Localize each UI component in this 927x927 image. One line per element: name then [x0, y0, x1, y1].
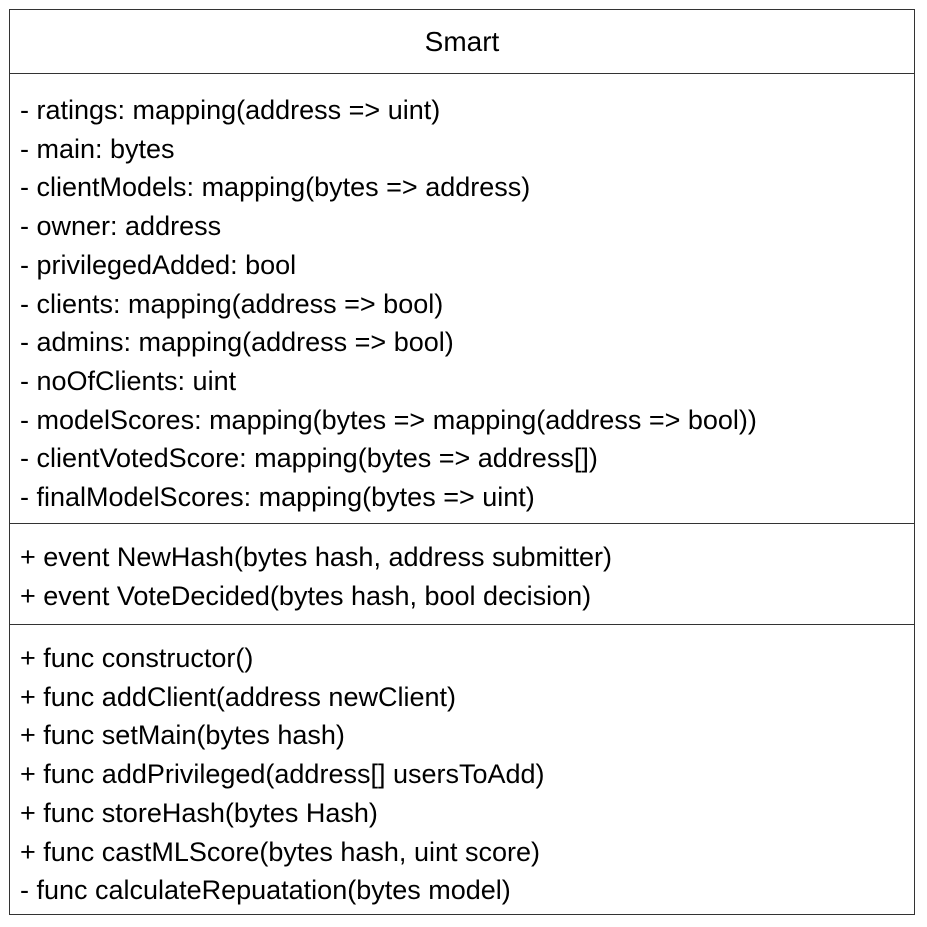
event-vote-decided: + event VoteDecided(bytes hash, bool dec…	[20, 580, 592, 611]
operation-store-hash: + func storeHash(bytes Hash)	[20, 797, 378, 828]
class-name: Smart	[424, 25, 500, 57]
operation-add-privileged: + func addPrivileged(address[] usersToAd…	[20, 759, 545, 790]
attribute-clients: - clients: mapping(address => bool)	[20, 288, 444, 319]
attribute-privileged-added: - privilegedAdded: bool	[20, 249, 297, 280]
attribute-model-scores: - modelScores: mapping(bytes => mapping(…	[20, 404, 757, 435]
attribute-ratings: - ratings: mapping(address => uint)	[20, 95, 441, 125]
operation-add-client: + func addClient(address newClient)	[20, 681, 456, 712]
operations-compartment: + func constructor() + func addClient(ad…	[10, 625, 914, 910]
attribute-client-models: - clientModels: mapping(bytes => address…	[20, 172, 531, 203]
operation-calculate-reputation: - func calculateRepuatation(bytes model)	[20, 875, 511, 906]
attribute-final-model-scores: - finalModelScores: mapping(bytes => uin…	[20, 482, 535, 513]
operation-constructor: + func constructor()	[20, 643, 254, 673]
attribute-main: - main: bytes	[20, 133, 175, 164]
events-compartment: + event NewHash(bytes hash, address subm…	[10, 524, 914, 625]
operation-set-main: + func setMain(bytes hash)	[20, 720, 345, 751]
uml-class-box: Smart - ratings: mapping(address => uint…	[9, 9, 915, 915]
attribute-no-of-clients: - noOfClients: uint	[20, 365, 237, 396]
attribute-admins: - admins: mapping(address => bool)	[20, 327, 454, 358]
event-new-hash: + event NewHash(bytes hash, address subm…	[20, 542, 613, 572]
class-header: Smart	[10, 10, 914, 74]
attribute-client-voted-score: - clientVotedScore: mapping(bytes => add…	[20, 443, 598, 474]
attributes-compartment: - ratings: mapping(address => uint) - ma…	[10, 74, 914, 524]
operation-cast-ml-score: + func castMLScore(bytes hash, uint scor…	[20, 836, 540, 867]
attribute-owner: - owner: address	[20, 211, 222, 242]
